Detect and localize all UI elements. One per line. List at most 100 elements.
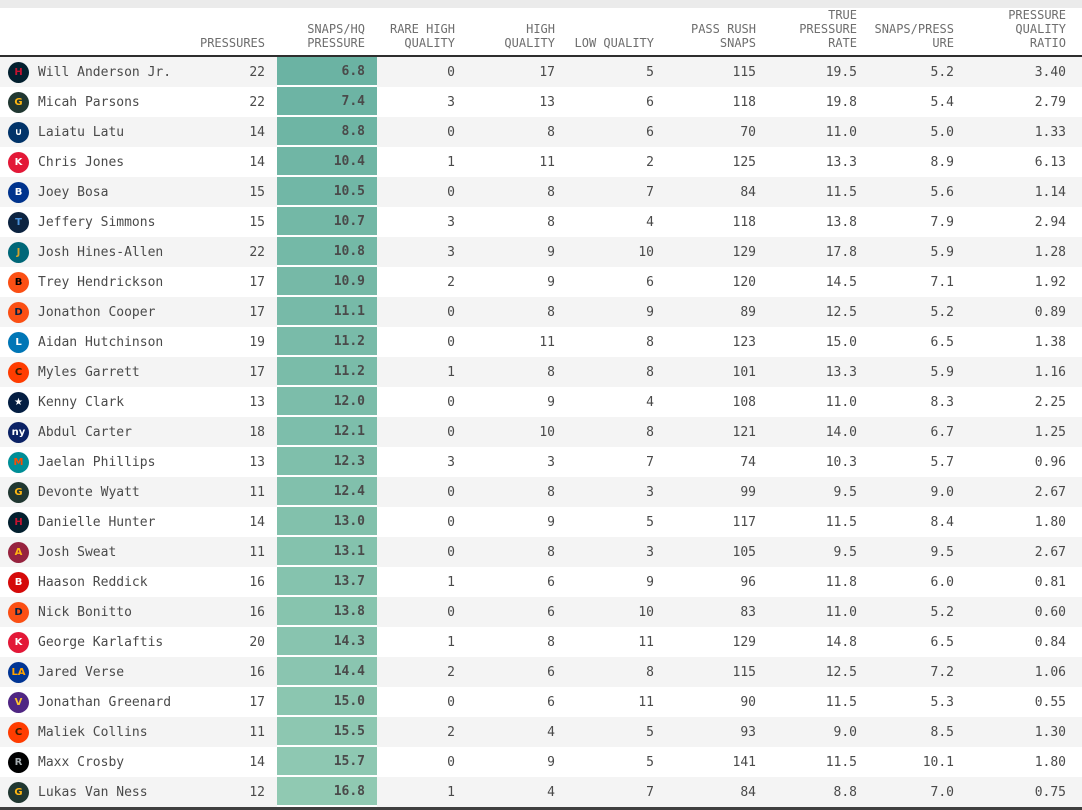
texans-logo-icon: H: [8, 61, 29, 83]
pressure-quality-ratio-value: 1.14: [1034, 184, 1066, 200]
column-header-pass-rush-snaps[interactable]: PASS RUSH SNAPS: [690, 22, 756, 50]
rare-high-quality-value: 0: [447, 694, 455, 710]
table-row: ∪ Laiatu Latu 14 8.8 0 8 6 70 11.0 5.0 1…: [0, 117, 1082, 147]
table-row: L Aidan Hutchinson 19 11.2 0 11 8 123 15…: [0, 327, 1082, 357]
pressure-quality-ratio-value: 2.25: [1034, 394, 1066, 410]
table-body: H Will Anderson Jr. 22 6.8 0 17 5 115 19…: [0, 57, 1082, 807]
snaps-per-hq-pressure-value: 14.4: [277, 657, 377, 687]
true-pressure-rate-value: 12.5: [825, 304, 857, 320]
snaps-per-hq-pressure-value: 10.7: [277, 207, 377, 237]
bills-logo-icon: B: [8, 181, 29, 203]
player-name: Devonte Wyatt: [38, 484, 140, 500]
snaps-per-pressure-value: 8.5: [930, 724, 954, 740]
low-quality-value: 6: [646, 124, 654, 140]
pass-rush-snaps-value: 125: [732, 154, 756, 170]
player-name: Joey Bosa: [38, 184, 109, 200]
pass-rush-snaps-value: 96: [740, 574, 756, 590]
pressures-value: 17: [249, 694, 265, 710]
player-cell: R Maxx Crosby: [0, 751, 180, 773]
pass-rush-snaps-value: 108: [732, 394, 756, 410]
pass-rush-snaps-value: 118: [732, 94, 756, 110]
pressure-quality-ratio-value: 1.33: [1034, 124, 1066, 140]
snaps-per-hq-pressure-value: 15.0: [277, 687, 377, 717]
table-row: D Nick Bonitto 16 13.8 0 6 10 83 11.0 5.…: [0, 597, 1082, 627]
low-quality-value: 7: [646, 784, 654, 800]
high-quality-value: 6: [547, 574, 555, 590]
snaps-per-pressure-value: 7.1: [930, 274, 954, 290]
table-row: D Jonathon Cooper 17 11.1 0 8 9 89 12.5 …: [0, 297, 1082, 327]
table-row: B Haason Reddick 16 13.7 1 6 9 96 11.8 6…: [0, 567, 1082, 597]
low-quality-value: 5: [646, 754, 654, 770]
player-name: Laiatu Latu: [38, 124, 125, 140]
player-cell: G Devonte Wyatt: [0, 481, 180, 503]
rare-high-quality-value: 0: [447, 484, 455, 500]
pressures-value: 16: [249, 664, 265, 680]
high-quality-value: 11: [539, 154, 555, 170]
column-header-high-quality[interactable]: HIGH QUALITY: [504, 22, 555, 50]
true-pressure-rate-value: 14.5: [825, 274, 857, 290]
player-name: Josh Sweat: [38, 544, 117, 560]
player-name: Trey Hendrickson: [38, 274, 164, 290]
table-row: C Myles Garrett 17 11.2 1 8 8 101 13.3 5…: [0, 357, 1082, 387]
snaps-per-hq-pressure-value: 8.8: [277, 117, 377, 147]
pass-rush-snaps-value: 99: [740, 484, 756, 500]
low-quality-value: 11: [638, 694, 654, 710]
rare-high-quality-value: 1: [447, 784, 455, 800]
column-header-low-quality[interactable]: LOW QUALITY: [574, 36, 654, 50]
low-quality-value: 8: [646, 334, 654, 350]
table-row: T Jeffery Simmons 15 10.7 3 8 4 118 13.8…: [0, 207, 1082, 237]
low-quality-value: 3: [646, 484, 654, 500]
true-pressure-rate-value: 12.5: [825, 664, 857, 680]
player-cell: C Maliek Collins: [0, 721, 180, 743]
pressure-quality-ratio-value: 2.67: [1034, 484, 1066, 500]
pressures-value: 12: [249, 784, 265, 800]
column-header-rare-high-quality[interactable]: RARE HIGH QUALITY: [389, 22, 455, 50]
true-pressure-rate-value: 19.8: [825, 94, 857, 110]
broncos-logo-icon: D: [8, 301, 29, 323]
true-pressure-rate-value: 13.8: [825, 214, 857, 230]
texans-logo-icon: H: [8, 511, 29, 533]
pressures-value: 17: [249, 364, 265, 380]
pass-rush-snaps-value: 70: [740, 124, 756, 140]
chiefs-logo-icon: K: [8, 631, 29, 653]
snaps-per-pressure-value: 5.0: [930, 124, 954, 140]
high-quality-value: 6: [547, 604, 555, 620]
true-pressure-rate-value: 9.0: [833, 724, 857, 740]
column-header-snaps-per-hq-pressure[interactable]: SNAPS/HQ PRESSURE: [307, 22, 365, 50]
snaps-per-pressure-value: 10.1: [922, 754, 954, 770]
player-cell: M Jaelan Phillips: [0, 451, 180, 473]
column-header-pressure-quality-ratio[interactable]: PRESSURE QUALITY RATIO: [1008, 8, 1066, 50]
player-name: Will Anderson Jr.: [38, 64, 172, 80]
rare-high-quality-value: 2: [447, 664, 455, 680]
player-name: Maxx Crosby: [38, 754, 125, 770]
snaps-per-hq-pressure-value: 12.4: [277, 477, 377, 507]
player-name: Lukas Van Ness: [38, 784, 148, 800]
rare-high-quality-value: 2: [447, 724, 455, 740]
high-quality-value: 9: [547, 514, 555, 530]
snaps-per-pressure-value: 5.2: [930, 64, 954, 80]
table-row: J Josh Hines-Allen 22 10.8 3 9 10 129 17…: [0, 237, 1082, 267]
high-quality-value: 8: [547, 634, 555, 650]
column-header-true-pressure-rate[interactable]: TRUE PRESSURE RATE: [799, 8, 857, 50]
pressures-value: 20: [249, 634, 265, 650]
rare-high-quality-value: 0: [447, 184, 455, 200]
pressures-value: 15: [249, 184, 265, 200]
high-quality-value: 8: [547, 184, 555, 200]
column-header-pressures[interactable]: PRESSURES: [199, 36, 265, 50]
true-pressure-rate-value: 10.3: [825, 454, 857, 470]
low-quality-value: 8: [646, 424, 654, 440]
lions-logo-icon: L: [8, 331, 29, 353]
pressure-quality-ratio-value: 1.80: [1034, 754, 1066, 770]
snaps-per-hq-pressure-value: 10.4: [277, 147, 377, 177]
pressure-quality-ratio-value: 0.75: [1034, 784, 1066, 800]
player-cell: G Lukas Van Ness: [0, 781, 180, 803]
rare-high-quality-value: 0: [447, 424, 455, 440]
pressure-quality-ratio-value: 0.60: [1034, 604, 1066, 620]
high-quality-value: 6: [547, 694, 555, 710]
packers-logo-icon: G: [8, 781, 29, 803]
snaps-per-pressure-value: 5.6: [930, 184, 954, 200]
pass-rush-snaps-value: 84: [740, 784, 756, 800]
column-header-snaps-per-pressure[interactable]: SNAPS/PRESS URE: [874, 22, 954, 50]
snaps-per-pressure-value: 6.0: [930, 574, 954, 590]
pressure-quality-ratio-value: 2.79: [1034, 94, 1066, 110]
